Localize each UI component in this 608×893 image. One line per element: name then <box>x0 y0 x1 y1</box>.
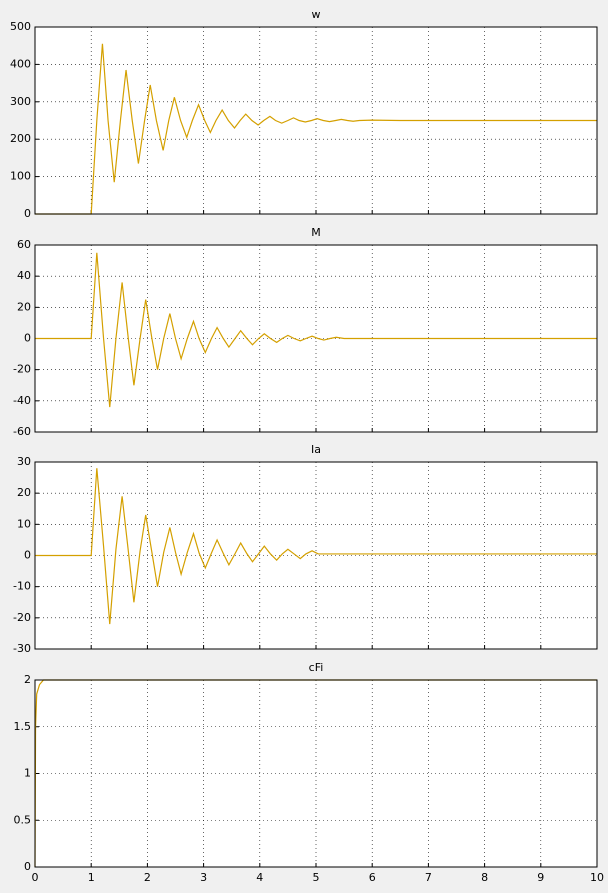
subplot-title: Ia <box>311 443 321 456</box>
y-tick-label: -60 <box>13 425 31 438</box>
y-tick-label: -20 <box>13 611 31 624</box>
axes-border <box>34 679 598 868</box>
x-tick-label: 2 <box>144 871 151 884</box>
subplot: M -60 -40 -20 0 20 40 60 <box>13 226 598 438</box>
y-tick-label: 300 <box>10 95 31 108</box>
x-tick-label: 6 <box>369 871 376 884</box>
y-tick-label: 0 <box>24 207 31 220</box>
y-tick-label: -10 <box>13 580 31 593</box>
subplot-title: w <box>312 8 321 21</box>
x-tick-label: 4 <box>256 871 263 884</box>
y-tick-label: 20 <box>17 486 31 499</box>
y-tick-label: 0 <box>24 549 31 562</box>
subplot-title: M <box>311 226 321 239</box>
data-line <box>35 43 597 215</box>
y-tick-label: 60 <box>17 238 31 251</box>
y-tick-label: -20 <box>13 363 31 376</box>
y-tick-label: 30 <box>17 455 31 468</box>
x-tick-label: 9 <box>537 871 544 884</box>
x-tick-label: 8 <box>481 871 488 884</box>
subplot: cFi 0 1 2 3 4 5 6 7 8 9 10 0 0.5 1 1.5 2 <box>14 661 605 884</box>
axes-border <box>34 26 598 215</box>
x-tick-label: 5 <box>313 871 320 884</box>
y-tick-label: 0.5 <box>14 813 32 826</box>
subplot: w 0 100 200 300 400 500 <box>10 8 598 220</box>
axes-border <box>34 244 598 433</box>
y-tick-label: 20 <box>17 300 31 313</box>
y-tick-label: 2 <box>24 673 31 686</box>
subplot: Ia -30 -20 -10 0 10 20 30 <box>13 443 598 655</box>
x-tick-label: 7 <box>425 871 432 884</box>
y-tick-label: 1 <box>24 767 31 780</box>
x-tick-label: 0 <box>32 871 39 884</box>
y-tick-label: -40 <box>13 394 31 407</box>
data-line <box>35 468 597 625</box>
y-tick-label: -30 <box>13 642 31 655</box>
y-tick-label: 200 <box>10 132 31 145</box>
y-tick-label: 10 <box>17 517 31 530</box>
y-tick-label: 500 <box>10 20 31 33</box>
y-tick-label: 1.5 <box>14 720 32 733</box>
data-line <box>35 252 597 408</box>
subplot-title: cFi <box>309 661 324 674</box>
axes-border <box>34 461 598 650</box>
x-tick-label: 3 <box>200 871 207 884</box>
y-tick-label: 40 <box>17 269 31 282</box>
y-tick-label: 400 <box>10 57 31 70</box>
y-tick-label: 0 <box>24 332 31 345</box>
x-tick-label: 10 <box>590 871 604 884</box>
y-tick-label: 0 <box>24 860 31 873</box>
x-tick-label: 1 <box>88 871 95 884</box>
y-tick-label: 100 <box>10 170 31 183</box>
